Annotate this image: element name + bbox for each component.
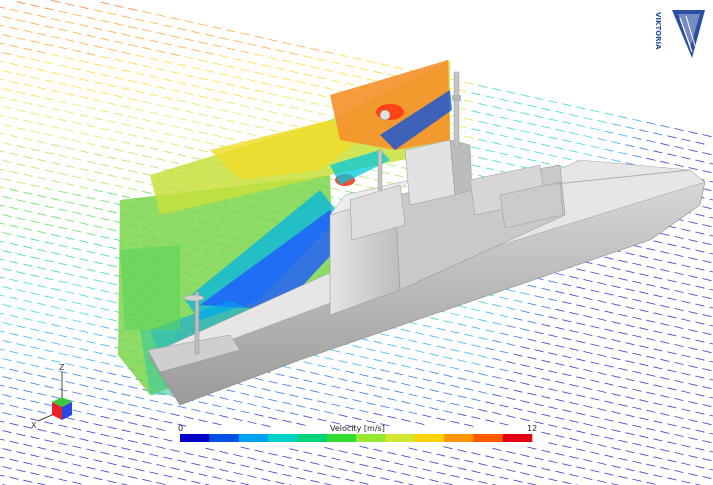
colorbar-swatch [414,434,445,442]
colorbar-min-label: 0 [178,424,183,433]
company-logo: VIKTORIA [654,10,705,58]
ship-model [147,71,706,406]
colorbar-swatch [356,434,386,442]
colorbar-swatch [297,434,327,442]
colorbar-swatch [209,434,239,442]
velocity-colorbar: 0 Velocity [m/s] 12 [178,424,537,442]
colorbar-swatch [473,434,503,442]
colorbar-swatches [180,434,533,442]
colorbar-swatch [326,434,357,442]
z-axis-label: Z [59,363,65,372]
colorbar-swatch [502,434,533,442]
colorbar-title: Velocity [m/s] [330,424,385,433]
colorbar-swatch [268,434,298,442]
axis-triad: Z X [31,363,72,430]
colorbar-swatch [238,434,269,442]
logo-text: VIKTORIA [654,12,662,50]
colorbar-max-label: 12 [527,424,537,433]
colorbar-swatch [444,434,474,442]
colorbar-swatch [385,434,415,442]
colorbar-swatch [180,434,210,442]
x-axis-label: X [31,421,37,430]
